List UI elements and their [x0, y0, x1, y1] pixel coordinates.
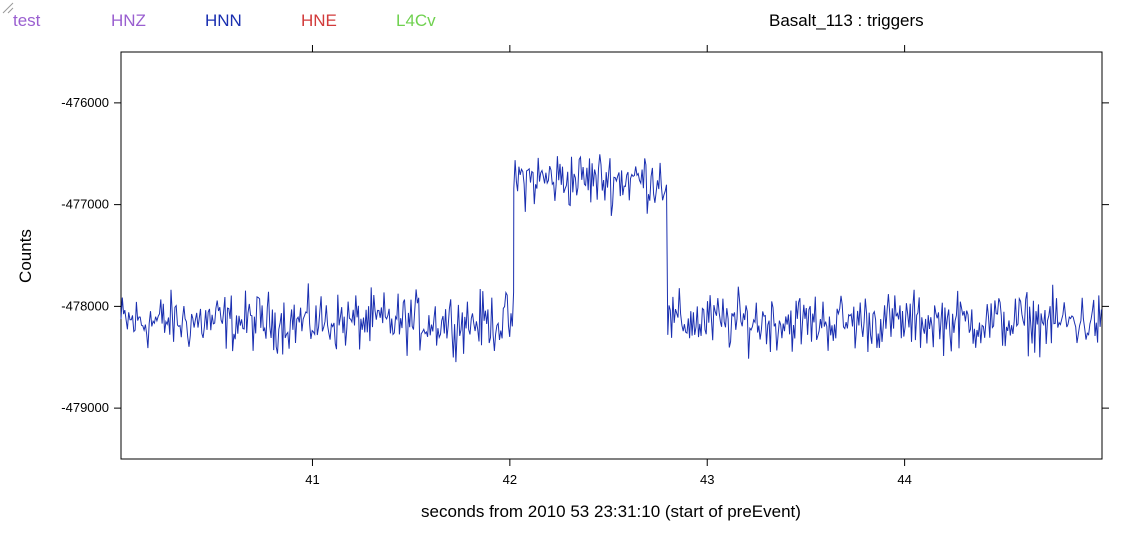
plot-frame — [120, 51, 1103, 460]
series-line-hnn — [120, 154, 1102, 363]
x-tick-label: 43 — [700, 472, 714, 487]
legend-item-l4cv[interactable]: L4Cv — [396, 11, 436, 30]
chart-title: Basalt_113 : triggers — [769, 11, 924, 30]
axes: 41 42 43 44 -476000 -477000 -478000 -479000 — [61, 45, 1109, 487]
legend-item-test[interactable]: test — [13, 11, 41, 30]
legend-item-hne[interactable]: HNE — [301, 11, 337, 30]
y-axis-label: Counts — [16, 229, 35, 283]
x-tick-label: 42 — [503, 472, 517, 487]
y-tick-label: -477000 — [61, 197, 109, 212]
y-tick-label: -476000 — [61, 95, 109, 110]
legend-item-hnn[interactable]: HNN — [205, 11, 242, 30]
x-axis-label: seconds from 2010 53 23:31:10 (start of … — [421, 502, 801, 521]
resize-grip-icon[interactable] — [0, 0, 14, 14]
x-tick-label: 41 — [305, 472, 319, 487]
y-tick-label: -479000 — [61, 400, 109, 415]
legend-item-hnz[interactable]: HNZ — [111, 11, 146, 30]
x-tick-label: 44 — [897, 472, 911, 487]
y-tick-label: -478000 — [61, 298, 109, 313]
